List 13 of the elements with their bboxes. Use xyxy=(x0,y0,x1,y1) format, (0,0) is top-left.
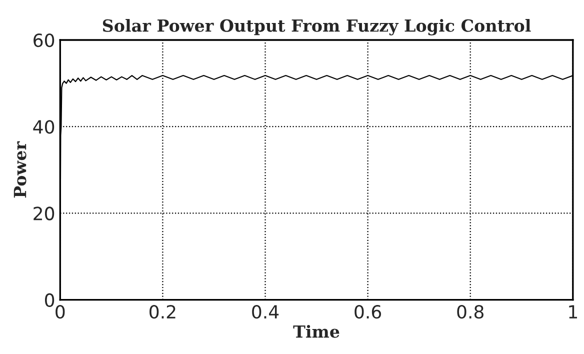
x-tick-label: 0.6 xyxy=(354,305,382,319)
y-tick-label: 40 xyxy=(33,120,54,134)
y-tick-label: 20 xyxy=(34,206,54,220)
y-tick-label: 0 xyxy=(44,293,54,307)
x-tick-label: 0 xyxy=(56,305,65,319)
y-axis-title: Power xyxy=(14,141,26,198)
x-tick-label: 0.8 xyxy=(457,305,484,319)
x-tick-label: 0.2 xyxy=(150,305,176,319)
chart-title: Solar Power Output From Fuzzy Logic Control xyxy=(102,19,531,36)
x-tick-label: 0.4 xyxy=(252,305,279,319)
x-tick-label: 1 xyxy=(569,305,577,318)
x-axis-title: Time xyxy=(293,324,340,338)
y-tick-label: 60 xyxy=(34,33,54,48)
